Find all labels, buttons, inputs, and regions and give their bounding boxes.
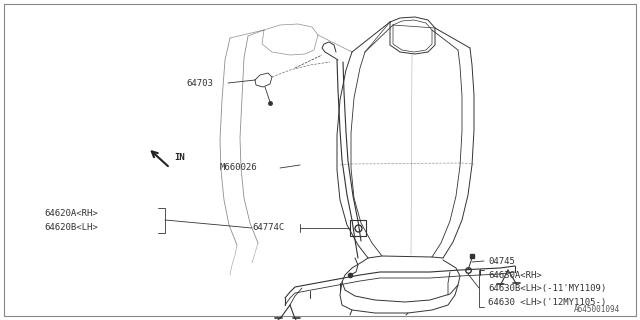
Text: 64620B<LH>: 64620B<LH>: [44, 222, 98, 231]
Text: 04745: 04745: [488, 257, 515, 266]
Text: 64630A<RH>: 64630A<RH>: [488, 271, 541, 281]
Text: 64630B<LH>(-11'MY1109): 64630B<LH>(-11'MY1109): [488, 284, 606, 293]
Text: M660026: M660026: [220, 164, 258, 172]
Text: 64703: 64703: [186, 78, 213, 87]
Text: 64774C: 64774C: [252, 223, 284, 233]
Text: A645001094: A645001094: [573, 305, 620, 314]
Text: 64620A<RH>: 64620A<RH>: [44, 210, 98, 219]
Text: 64630 <LH>('12MY1105-): 64630 <LH>('12MY1105-): [488, 298, 606, 307]
Text: IN: IN: [174, 153, 185, 162]
